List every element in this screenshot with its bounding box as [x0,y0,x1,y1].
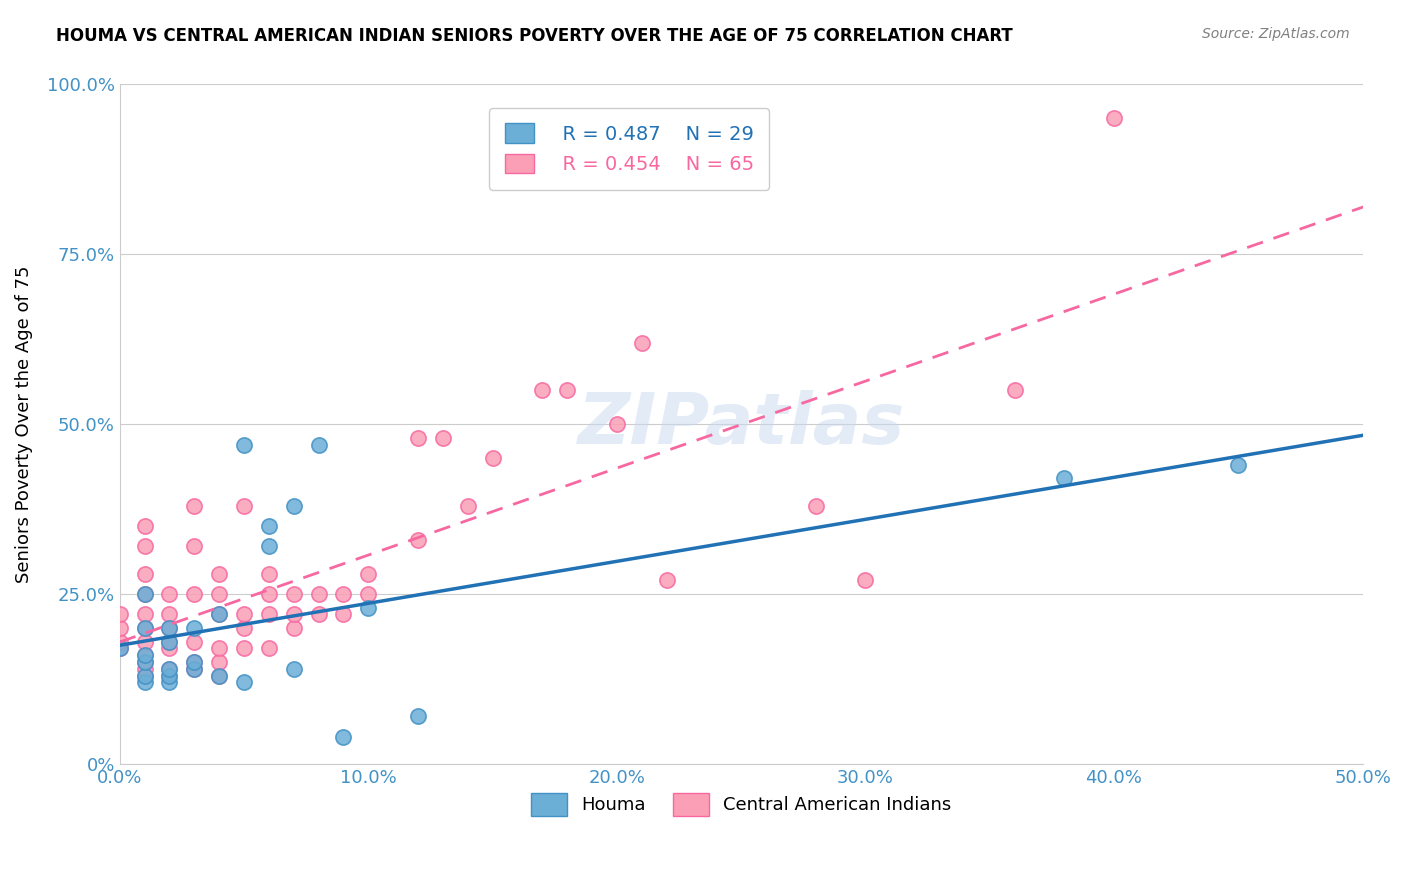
Point [159,621,181,635]
Point [332,730,354,744]
Point [257,641,280,656]
Point [208,668,231,682]
Point [183,662,205,676]
Point [159,621,181,635]
Point [804,499,827,513]
Point [357,566,380,581]
Point [159,641,181,656]
Point [183,655,205,669]
Point [457,499,479,513]
Point [332,607,354,622]
Point [134,587,156,601]
Point [108,641,131,656]
Point [134,621,156,635]
Point [406,709,429,723]
Point [159,587,181,601]
Point [406,431,429,445]
Point [655,574,678,588]
Point [183,621,205,635]
Point [283,499,305,513]
Point [134,648,156,662]
Point [233,607,256,622]
Point [134,519,156,533]
Point [208,607,231,622]
Point [406,533,429,547]
Point [134,668,156,682]
Point [555,383,578,397]
Point [183,587,205,601]
Point [208,587,231,601]
Point [432,431,454,445]
Point [159,662,181,676]
Point [108,634,131,648]
Point [159,607,181,622]
Point [208,607,231,622]
Point [134,655,156,669]
Point [630,335,652,350]
Point [134,668,156,682]
Point [134,662,156,676]
Point [159,662,181,676]
Point [208,668,231,682]
Point [134,648,156,662]
Point [208,641,231,656]
Point [308,607,330,622]
Point [283,662,305,676]
Point [208,655,231,669]
Point [134,675,156,690]
Point [1004,383,1026,397]
Point [159,675,181,690]
Point [332,587,354,601]
Point [257,587,280,601]
Point [257,607,280,622]
Point [283,607,305,622]
Point [134,587,156,601]
Point [855,574,877,588]
Point [481,451,503,466]
Point [257,540,280,554]
Point [233,641,256,656]
Point [183,662,205,676]
Point [183,655,205,669]
Point [134,634,156,648]
Point [159,668,181,682]
Y-axis label: Seniors Poverty Over the Age of 75: Seniors Poverty Over the Age of 75 [15,266,32,582]
Point [357,587,380,601]
Point [183,499,205,513]
Point [233,499,256,513]
Point [208,566,231,581]
Point [108,607,131,622]
Point [233,437,256,451]
Point [233,675,256,690]
Point [1227,458,1250,472]
Point [134,655,156,669]
Point [134,621,156,635]
Point [183,540,205,554]
Point [283,621,305,635]
Legend: Houma, Central American Indians: Houma, Central American Indians [523,786,959,822]
Point [159,634,181,648]
Point [159,668,181,682]
Point [308,587,330,601]
Point [108,621,131,635]
Point [233,621,256,635]
Point [283,587,305,601]
Point [1102,112,1125,126]
Text: Source: ZipAtlas.com: Source: ZipAtlas.com [1202,27,1350,41]
Point [357,600,380,615]
Point [134,566,156,581]
Point [308,437,330,451]
Text: ZIPatlas: ZIPatlas [578,390,905,458]
Point [134,540,156,554]
Point [257,519,280,533]
Point [134,607,156,622]
Point [606,417,628,431]
Point [183,634,205,648]
Point [108,641,131,656]
Point [257,566,280,581]
Point [159,634,181,648]
Text: HOUMA VS CENTRAL AMERICAN INDIAN SENIORS POVERTY OVER THE AGE OF 75 CORRELATION : HOUMA VS CENTRAL AMERICAN INDIAN SENIORS… [56,27,1012,45]
Point [531,383,554,397]
Point [1053,471,1076,485]
